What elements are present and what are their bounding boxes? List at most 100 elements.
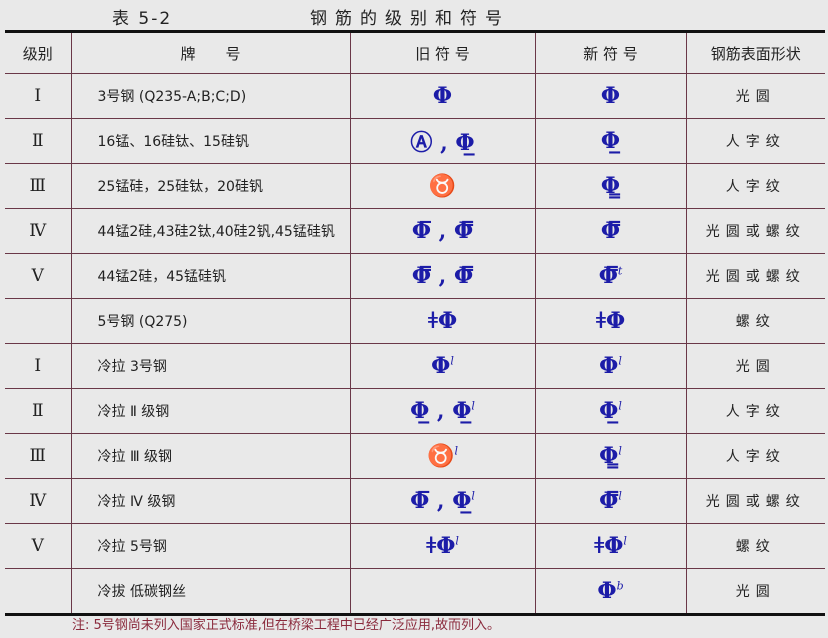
brand-cell: 16锰、16硅钛、15硅钒 [70, 118, 351, 164]
old-symbol-cell: ♉l [349, 433, 536, 479]
old-symbol: Φ [432, 83, 453, 109]
surface-cell: 人字纹 [685, 118, 825, 164]
old-symbol: Φ [431, 353, 451, 379]
old-symbol: Ⓐ , Φ̲ [410, 130, 475, 156]
table-row: Ⅱ 16锰、16硅钛、15硅钒 Ⓐ , Φ̲ Φ̲ 人字纹 [5, 118, 825, 164]
grade-cell: Ⅲ [5, 163, 72, 209]
header-surface: 钢筋表面形状 [685, 31, 825, 74]
new-symbol-suffix: t [617, 264, 623, 278]
new-symbol-cell: Φ̲l [534, 388, 687, 434]
brand-cell: 44锰2硅,43硅2钛,40硅2钒,45锰硅钒 [70, 208, 351, 254]
brand-cell: 冷拉 Ⅲ 级钢 [70, 433, 351, 479]
new-symbol: Φ̿ [598, 263, 618, 289]
brand-cell: 5号钢 (Q275) [70, 298, 351, 344]
table-row: 5号钢 (Q275) ǂΦ ǂΦ 螺纹 [5, 298, 825, 344]
new-symbol-cell: Φ̳ [534, 163, 687, 209]
old-symbol-suffix: l [471, 399, 475, 413]
new-symbol: Φ̳ [599, 443, 619, 469]
new-symbol-suffix: l [618, 444, 622, 458]
new-symbol: Φ [597, 578, 617, 604]
new-symbol: Φ̿ [599, 488, 619, 514]
old-symbol-suffix: l [454, 444, 458, 458]
grade-cell: Ⅳ [5, 478, 72, 524]
old-symbol: ♉ [427, 443, 455, 469]
new-symbol: Φ̳ [600, 173, 621, 199]
new-symbol-suffix: l [618, 354, 622, 368]
old-symbol-suffix: l [450, 354, 454, 368]
header-old-symbol: 旧 符 号 [349, 31, 536, 74]
table-row: Ⅰ 3号钢 (Q235-A;B;C;D) Φ Φ 光圆 [5, 73, 825, 119]
table-title: 钢筋的级别和符号 [310, 9, 510, 29]
grade-cell: Ⅴ [5, 253, 72, 299]
new-symbol: Φ̲ [600, 128, 621, 154]
new-symbol-cell: Φ̳l [534, 433, 687, 479]
surface-cell: 人字纹 [685, 163, 825, 209]
table-caption: 表 5-2 钢筋的级别和符号 [0, 4, 828, 29]
header-grade: 级别 [5, 31, 72, 74]
brand-cell: 冷拉 Ⅳ 级钢 [70, 478, 351, 524]
grade-cell: Ⅰ [5, 73, 72, 119]
old-symbol: ♉ [428, 173, 457, 199]
surface-cell: 光圆 [685, 568, 825, 615]
new-symbol-cell: Φ̿ [534, 208, 687, 254]
grade-cell: Ⅱ [5, 118, 72, 164]
old-symbol-cell: Φ̿ , Φ̿ [349, 253, 536, 299]
rebar-grade-table: 级别 牌 号 旧 符 号 新 符 号 钢筋表面形状 Ⅰ 3号钢 (Q235-A;B… [5, 30, 825, 616]
new-symbol-cell: Φb [534, 568, 687, 615]
old-symbol-cell: ǂΦl [349, 523, 536, 569]
brand-cell: 25锰硅，25硅钛，20硅钒 [70, 163, 351, 209]
new-symbol-suffix: b [616, 579, 624, 593]
surface-cell: 光圆或螺纹 [685, 208, 825, 254]
table-row: Ⅰ 冷拉 3号钢 Φl Φl 光圆 [5, 343, 825, 389]
table-number: 表 5-2 [112, 9, 173, 29]
brand-cell: 冷拉 5号钢 [70, 523, 351, 569]
old-symbol-cell: Φl [349, 343, 536, 389]
surface-cell: 人字纹 [685, 433, 825, 479]
new-symbol-suffix: l [618, 489, 622, 503]
table-row: Ⅳ 冷拉 Ⅳ 级钢 Φ̅ , Φ̲l Φ̿l 光圆或螺纹 [5, 478, 825, 524]
old-symbol-suffix: l [471, 489, 475, 503]
old-symbol-cell: Ⓐ , Φ̲ [349, 118, 536, 164]
new-symbol: Φ̿ [600, 218, 621, 244]
grade-cell [5, 298, 72, 344]
brand-cell: 3号钢 (Q235-A;B;C;D) [70, 73, 351, 119]
old-symbol-suffix: l [455, 534, 459, 548]
header-row: 级别 牌 号 旧 符 号 新 符 号 钢筋表面形状 [5, 31, 825, 74]
old-symbol: ǂΦ [426, 533, 456, 559]
surface-cell: 螺纹 [685, 523, 825, 569]
surface-cell: 光圆或螺纹 [685, 478, 825, 524]
brand-cell: 44锰2硅，45锰硅钒 [70, 253, 351, 299]
new-symbol: Φ [600, 83, 621, 109]
new-symbol-cell: ǂΦl [534, 523, 687, 569]
old-symbol-cell: Φ̅ , Φ̿ [349, 208, 536, 254]
surface-cell: 光圆 [685, 343, 825, 389]
old-symbol-cell: Φ̅ , Φ̲l [349, 478, 536, 524]
surface-cell: 光圆或螺纹 [685, 253, 825, 299]
new-symbol-cell: Φ̿l [534, 478, 687, 524]
brand-cell: 冷拉 3号钢 [70, 343, 351, 389]
old-symbol-cell: ǂΦ [349, 298, 536, 344]
old-symbol: Φ̅ , Φ̿ [411, 218, 474, 244]
new-symbol: ǂΦ [594, 533, 624, 559]
table-row: 冷拔 低碳钢丝 Φb 光圆 [5, 568, 825, 615]
brand-cell: 冷拔 低碳钢丝 [70, 568, 351, 615]
new-symbol: Φ̲ [599, 398, 619, 424]
grade-cell: Ⅳ [5, 208, 72, 254]
old-symbol: ǂΦ [427, 308, 458, 334]
grade-cell [5, 568, 72, 615]
new-symbol-cell: Φl [534, 343, 687, 389]
grade-cell: Ⅰ [5, 343, 72, 389]
new-symbol-suffix: l [618, 399, 622, 413]
new-symbol-cell: Φ̲ [534, 118, 687, 164]
table-row: Ⅱ 冷拉 Ⅱ 级钢 Φ̲ , Φ̲l Φ̲l 人字纹 [5, 388, 825, 434]
surface-cell: 光圆 [685, 73, 825, 119]
table-row: Ⅳ 44锰2硅,43硅2钛,40硅2钒,45锰硅钒 Φ̅ , Φ̿ Φ̿ 光圆或螺纹 [5, 208, 825, 254]
new-symbol: ǂΦ [595, 308, 626, 334]
grade-cell: Ⅲ [5, 433, 72, 479]
surface-cell: 人字纹 [685, 388, 825, 434]
old-symbol-cell: Φ̲ , Φ̲l [349, 388, 536, 434]
old-symbol: Φ̲ , Φ̲ [410, 398, 472, 424]
footnote: 注: 5号钢尚未列入国家正式标准,但在桥梁工程中已经广泛应用,故而列入。 [72, 618, 501, 633]
header-new-symbol: 新 符 号 [534, 31, 687, 74]
